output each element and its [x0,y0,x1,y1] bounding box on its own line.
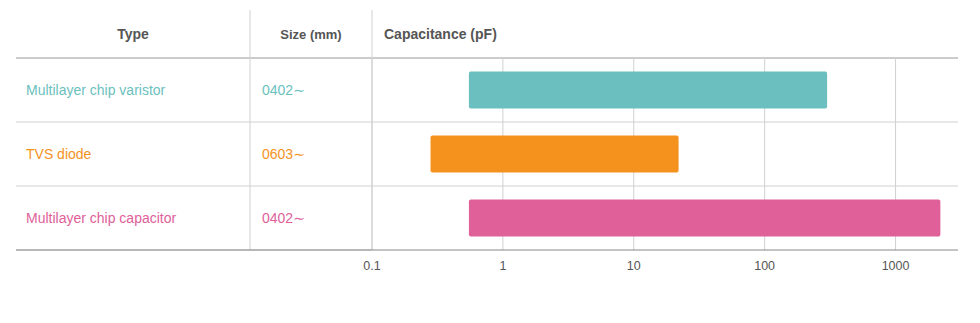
header-separator [16,58,958,59]
column-header: Type [117,26,149,42]
category-label: Multilayer chip capacitor [26,210,177,226]
axis-label: Capacitance (pF) [384,26,497,42]
size-label: 0603∼ [262,146,305,162]
bars [431,71,941,236]
category-label: Multilayer chip varistor [26,82,166,98]
row-separator [372,186,958,187]
tick-label: 1000 [882,259,910,273]
table-lines [16,10,958,250]
column-separator [250,10,251,250]
table-bottom [16,250,372,251]
row-separator [372,122,958,123]
column-header: Size (mm) [280,27,341,42]
row-separator [16,186,372,187]
category-label: TVS diode [26,146,92,162]
grid-line [372,58,373,250]
x-axis [372,250,958,251]
bar [469,199,940,236]
tick-label: 10 [627,259,641,273]
row-separator [16,250,372,251]
tick-label: 0.1 [363,259,380,273]
bar [431,135,679,172]
bar [469,71,827,108]
size-label: 0402∼ [262,210,305,226]
chart: Type Size (mm) Capacitance (pF) 0.1 1 10 100 10… [0,0,980,323]
tick-label: 1 [499,259,506,273]
size-label: 0402∼ [262,82,305,98]
row-separator [16,122,372,123]
tick-label: 100 [754,259,775,273]
column-separator [372,10,373,250]
